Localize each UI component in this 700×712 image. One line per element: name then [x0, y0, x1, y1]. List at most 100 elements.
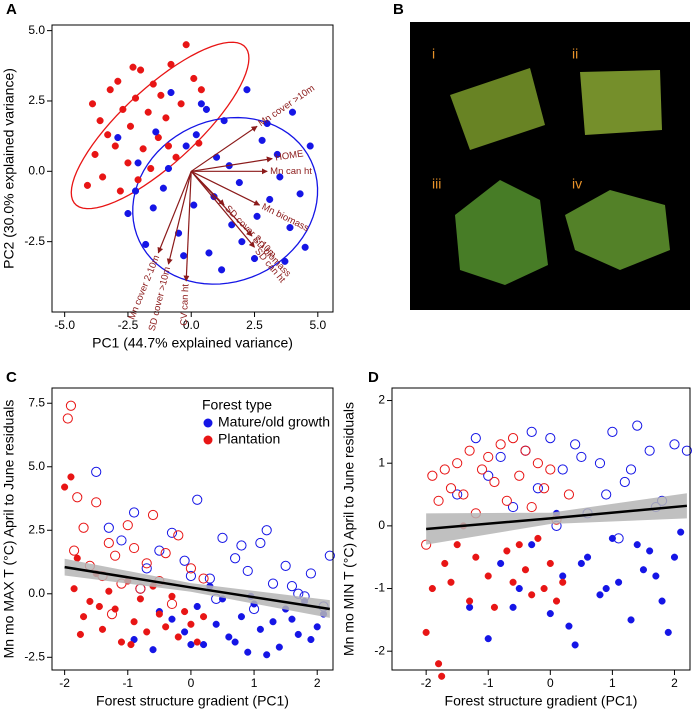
data-point: [205, 249, 213, 257]
data-point: [435, 660, 443, 668]
data-point: [267, 578, 279, 589]
data-point: [528, 591, 536, 599]
data-point: [532, 458, 543, 469]
data-point: [258, 136, 266, 144]
data-point: [110, 550, 121, 561]
data-point: [143, 628, 151, 636]
data-point: [179, 555, 190, 566]
panel-label: C: [6, 369, 17, 386]
data-point: [70, 585, 78, 593]
data-point: [106, 609, 118, 620]
x-tick-label: 2: [671, 676, 678, 690]
data-point: [263, 119, 271, 128]
loading-arrow: [157, 171, 192, 254]
fit-line: [426, 504, 688, 531]
data-point: [67, 473, 75, 481]
data-point: [65, 400, 77, 411]
arrow-label: CV can ht: [179, 283, 192, 326]
data-point: [613, 533, 624, 544]
x-tick-label: 0: [547, 676, 554, 690]
data-point: [187, 620, 195, 628]
data-point: [255, 537, 266, 549]
data-point: [646, 547, 654, 555]
data-point: [565, 622, 573, 630]
data-point: [526, 426, 537, 437]
legend-label: Mature/old growth: [218, 414, 330, 430]
data-point: [149, 646, 157, 654]
data-point: [116, 187, 124, 195]
data-point: [584, 553, 592, 561]
data-point: [453, 541, 461, 549]
data-point: [301, 243, 309, 251]
loading-arrow: [190, 170, 225, 206]
data-point: [73, 554, 81, 562]
loading-arrow: [190, 170, 261, 206]
loading-arrow: [191, 156, 273, 172]
data-point: [182, 41, 190, 49]
data-point: [130, 635, 138, 644]
data-point: [104, 131, 112, 139]
data-point: [514, 470, 525, 481]
data-point: [509, 603, 517, 611]
data-point: [633, 541, 641, 549]
data-point: [117, 638, 126, 646]
data-point: [472, 553, 480, 561]
data-point: [177, 100, 185, 108]
x-tick-label: 1: [609, 676, 616, 690]
data-point: [122, 520, 133, 531]
data-point: [96, 117, 104, 125]
data-point: [545, 464, 556, 475]
data-point: [280, 560, 291, 571]
data-point: [490, 603, 498, 611]
y-tick-label: 2.5: [28, 93, 45, 107]
panel-label: B: [393, 1, 404, 18]
data-point: [576, 451, 587, 463]
y-tick-label: -1: [374, 581, 385, 595]
arrow-label: Mn can ht: [270, 166, 312, 177]
arrow-label: Mn biomass: [260, 201, 311, 234]
data-point: [275, 643, 283, 651]
data-point: [225, 633, 233, 641]
data-point: [131, 187, 140, 195]
loading-arrow: [190, 125, 258, 172]
data-point: [256, 625, 264, 633]
data-point: [571, 641, 579, 649]
canopy-render: [580, 70, 662, 135]
data-point: [166, 527, 178, 538]
y-tick-label: -2.5: [24, 234, 45, 248]
data-point: [507, 433, 519, 444]
data-point: [428, 584, 436, 593]
data-point: [452, 489, 463, 500]
data-point: [128, 507, 140, 518]
x-tick-label: 2.5: [246, 318, 263, 332]
data-point: [433, 495, 444, 506]
data-point: [464, 445, 475, 456]
tile-label: i: [432, 46, 435, 62]
data-point: [546, 610, 554, 618]
data-point: [497, 559, 505, 568]
data-point: [166, 598, 178, 610]
data-point: [144, 108, 152, 116]
data-point: [98, 625, 107, 633]
canopy-render: [455, 180, 548, 285]
data-point: [172, 153, 180, 161]
data-point: [139, 145, 147, 153]
data-point: [484, 635, 492, 643]
data-point: [515, 584, 523, 593]
data-point: [445, 483, 457, 494]
data-point: [244, 648, 252, 656]
loading-arrow: [183, 171, 192, 282]
arrow-label: HOME: [274, 148, 304, 163]
data-point: [495, 439, 506, 450]
canopy-render: [565, 190, 670, 270]
data-point: [99, 173, 107, 181]
data-point: [185, 563, 197, 574]
data-point: [152, 128, 160, 136]
data-point: [677, 528, 685, 536]
data-point: [141, 558, 152, 569]
data-point: [619, 476, 630, 488]
data-point: [168, 615, 176, 623]
x-tick-label: 5.0: [309, 318, 326, 332]
data-point: [664, 628, 672, 636]
